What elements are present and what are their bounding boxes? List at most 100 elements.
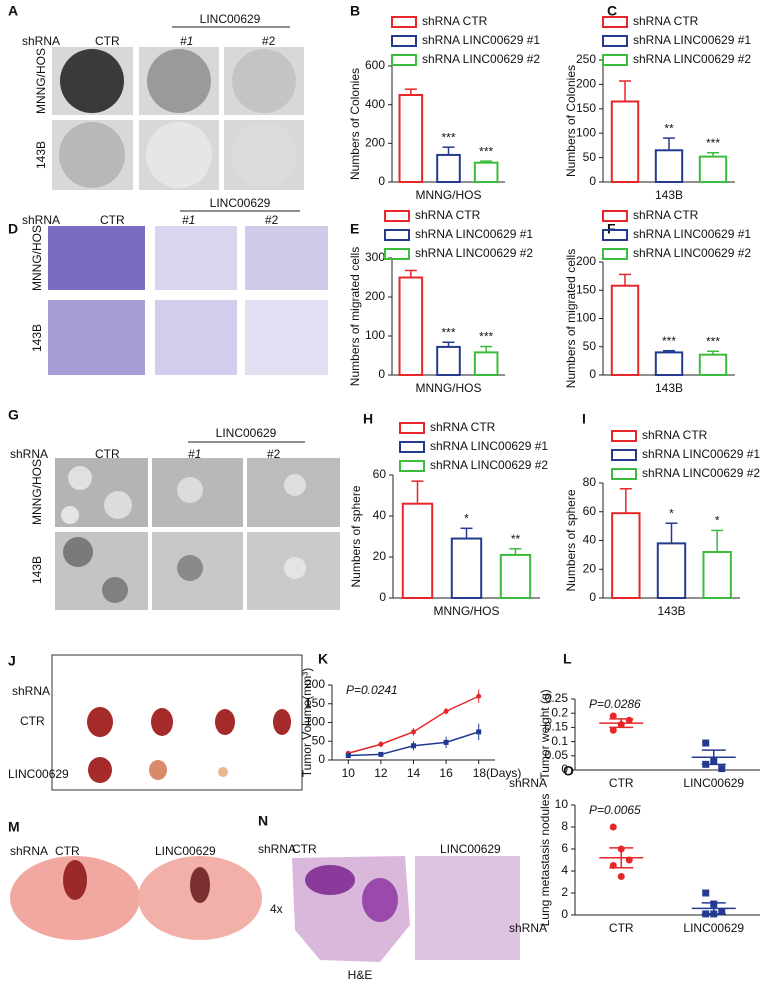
x-axis-label: MNNG/HOS — [416, 381, 482, 395]
panel-letter: O — [563, 763, 574, 779]
significance: ** — [664, 121, 674, 135]
migration-images — [48, 226, 328, 375]
column-label: CTR — [55, 844, 80, 858]
x-tick-label: 10 — [342, 766, 356, 780]
y-tick-label: 0 — [589, 367, 596, 381]
panel-letter: A — [8, 3, 18, 19]
bar — [450, 537, 483, 599]
point — [617, 873, 625, 880]
legend-swatch — [602, 229, 628, 241]
marker — [411, 729, 416, 735]
y-tick-label: 150 — [305, 696, 325, 710]
significance: *** — [441, 325, 455, 339]
bar — [702, 551, 732, 599]
y-tick-label: 0.05 — [545, 748, 569, 762]
column-label: #2 — [262, 34, 276, 48]
row-header: shRNA — [10, 447, 48, 461]
lung-photos — [10, 856, 262, 940]
y-tick-label: 100 — [576, 311, 596, 325]
marker — [476, 729, 482, 735]
column-label: LINC00629 — [155, 844, 216, 858]
bar — [398, 276, 424, 376]
x-tick-label: 14 — [407, 766, 421, 780]
row-label: MNNG/HOS — [30, 459, 44, 525]
row-label: CTR — [20, 714, 45, 728]
row-label: 143B — [34, 141, 48, 169]
y-axis-label: Tumor weight (g) — [538, 689, 552, 779]
bar — [398, 94, 424, 183]
y-tick-label: 300 — [365, 250, 385, 264]
point — [609, 726, 617, 734]
y-axis-label: Lung metastasis nodules — [538, 794, 552, 927]
legend-label: shRNA LINC00629 #1 — [415, 227, 533, 241]
x-axis-label: shRNA — [509, 921, 547, 935]
legend-label: shRNA LINC00629 #1 — [430, 439, 548, 453]
bar — [436, 345, 461, 377]
y-tick-label: 0 — [378, 367, 385, 381]
panel-letter: E — [350, 221, 359, 237]
bar — [473, 161, 499, 184]
magnification: 4x — [270, 902, 283, 916]
y-tick-label: 200 — [365, 136, 385, 150]
legend-swatch — [611, 430, 637, 442]
column-label: CTR — [100, 213, 125, 227]
row-label: 143B — [30, 324, 44, 352]
significance: * — [715, 514, 720, 528]
y-tick-label: 80 — [583, 475, 597, 489]
x-axis-label: 143B — [655, 188, 683, 202]
column-label: #1 — [182, 213, 195, 227]
y-axis-label: Numbers of Colonies — [348, 68, 362, 180]
y-tick-label: 0 — [379, 590, 386, 604]
panel-g: G shRNA CTR LINC00629 #1 #2 MNNG/HOS 143… — [8, 407, 340, 610]
group-label: LINC00629 — [216, 426, 277, 440]
significance: *** — [662, 334, 676, 348]
legend-label: shRNA LINC00629 #1 — [633, 33, 751, 47]
x-tick-label: CTR — [609, 776, 634, 790]
column-label: #1 — [180, 34, 193, 48]
significance: *** — [479, 330, 493, 344]
legend-label: shRNA CTR — [633, 14, 699, 28]
significance: *** — [706, 136, 720, 150]
y-tick-label: 150 — [576, 282, 596, 296]
group-label: LINC00629 — [210, 196, 271, 210]
significance: * — [669, 506, 674, 520]
y-tick-label: 0 — [561, 907, 568, 921]
panel-letter: K — [318, 651, 328, 667]
legend-swatch — [384, 248, 410, 260]
column-label: CTR — [95, 447, 120, 461]
legend-swatch — [602, 210, 628, 222]
legend-label: shRNA LINC00629 #2 — [633, 52, 751, 66]
legend-label: shRNA LINC00629 #2 — [633, 246, 751, 260]
panel-letter: H — [363, 411, 373, 427]
y-tick-label: 0 — [318, 752, 325, 766]
y-tick-label: 10 — [555, 797, 569, 811]
y-axis-label: Numbers of Colonies — [564, 65, 578, 177]
y-tick-label: 0.2 — [551, 705, 568, 719]
y-tick-label: 200 — [305, 677, 325, 691]
significance: * — [464, 511, 469, 525]
column-label: LINC00629 — [440, 842, 501, 856]
legend-label: shRNA LINC00629 #2 — [642, 466, 760, 480]
row-label: MNNG/HOS — [34, 48, 48, 114]
y-tick-label: 200 — [576, 254, 596, 268]
legend-swatch — [602, 16, 628, 28]
x-tick-label: LINC00629 — [683, 776, 744, 790]
y-tick-label: 100 — [365, 328, 385, 342]
legend-swatch — [399, 441, 425, 453]
panel-a: A shRNA CTR LINC00629 #1 #2 MNNG/HOS 143… — [8, 3, 304, 190]
y-tick-label: 0.25 — [545, 691, 569, 705]
bar — [473, 351, 499, 377]
x-tick-label: 18(Days) — [473, 766, 522, 780]
stain-label: H&E — [348, 968, 373, 982]
y-tick-label: 50 — [583, 339, 597, 353]
legend-swatch — [391, 16, 417, 28]
point — [718, 765, 726, 773]
y-tick-label: 0 — [589, 590, 596, 604]
panel-letter: D — [8, 221, 18, 237]
row-header: shRNA — [22, 213, 60, 227]
y-tick-label: 20 — [373, 549, 387, 563]
legend-swatch — [391, 35, 417, 47]
y-tick-label: 6 — [561, 841, 568, 855]
row-label: 143B — [30, 556, 44, 584]
marker — [476, 693, 482, 699]
